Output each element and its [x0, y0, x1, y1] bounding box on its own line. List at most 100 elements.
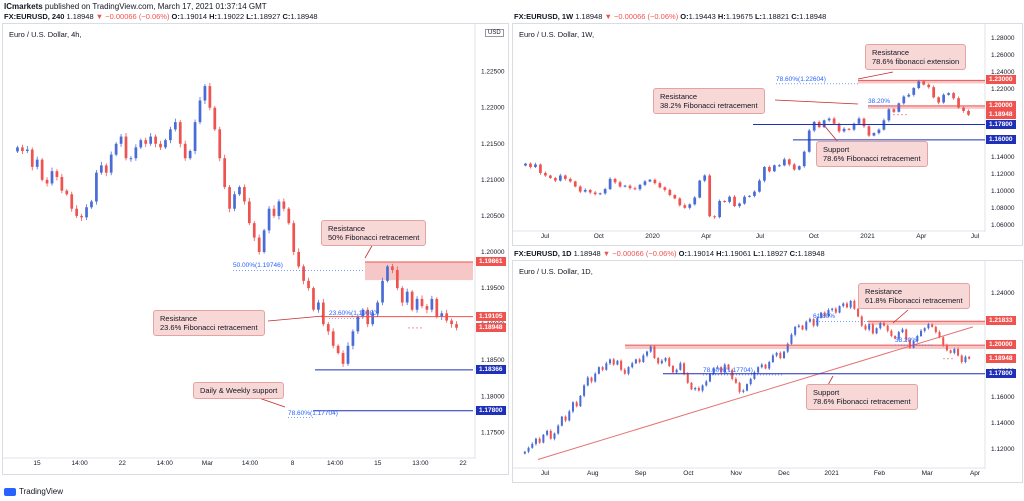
y-tick-label: 1.18000	[481, 393, 505, 400]
candle-body	[193, 122, 197, 151]
footer-brand[interactable]: TradingView	[4, 487, 63, 496]
x-tick-label: Jul	[971, 233, 980, 240]
candle-body	[331, 331, 335, 346]
candle-body	[544, 172, 547, 176]
y-tick-label: 1.26000	[991, 52, 1015, 59]
candle-body	[952, 93, 955, 99]
resistance-zone	[858, 80, 985, 84]
candle-body	[743, 196, 746, 204]
candle-body	[440, 313, 444, 317]
candle-body	[90, 201, 93, 208]
y-tick-label: 1.06000	[991, 222, 1015, 229]
annotation-note: Support 78.6% Fibonacci retracement	[806, 384, 918, 410]
candle-body	[745, 384, 749, 391]
candle-body	[534, 438, 537, 444]
candle-body	[70, 194, 74, 209]
candle-body	[864, 325, 867, 330]
chart-panel-1d[interactable]: Euro / U.S. Dollar, 1D, 1.240001.220001.…	[512, 260, 1023, 483]
candle-body	[608, 178, 612, 190]
candle-body	[228, 187, 231, 209]
fib-label: 50.00%(1.19746)	[233, 262, 283, 270]
low-key: L:	[246, 12, 254, 21]
close-value: 1.18948	[797, 249, 825, 258]
candle-body	[395, 270, 399, 289]
candle-body	[30, 149, 34, 167]
candle-body	[694, 388, 697, 390]
annotation-arrow	[267, 315, 324, 322]
candle-body	[790, 334, 793, 344]
candle-body	[877, 129, 881, 134]
last-price: 1.18948	[573, 249, 603, 258]
candle-body	[834, 308, 837, 313]
candle-body	[646, 351, 649, 356]
open-key: O:	[680, 12, 689, 21]
candle-body	[964, 356, 967, 362]
y-tick-label: 1.22000	[991, 86, 1015, 93]
y-tick-label: 1.10000	[991, 188, 1015, 195]
candle-body	[713, 216, 717, 218]
candle-body	[317, 302, 320, 310]
candle-body	[326, 324, 330, 332]
candle-body	[879, 323, 882, 329]
candle-body	[257, 237, 261, 252]
candle-body	[802, 151, 806, 167]
candle-body	[683, 205, 687, 208]
candle-body	[623, 185, 627, 187]
candle-body	[827, 118, 831, 121]
price-tag-price: 1.18948	[986, 109, 1016, 119]
candle-body	[356, 316, 360, 332]
candle-body	[942, 94, 945, 103]
x-tick-label: Mar	[922, 470, 934, 477]
resistance-zone	[625, 345, 985, 349]
candle-body	[852, 123, 856, 130]
chart-title: Euro / U.S. Dollar, 4h,	[9, 30, 82, 39]
high-key: H:	[209, 12, 218, 21]
candle-body	[653, 346, 656, 359]
publisher-name: ICmarkets	[4, 2, 43, 11]
candle-body	[697, 388, 700, 391]
fib-label: 38.20%	[868, 97, 891, 105]
chart-panel-1w[interactable]: Euro / U.S. Dollar, 1W, 1.28000 1.26000 1.…	[512, 23, 1023, 246]
open-value: 1.19014	[686, 249, 717, 258]
candle-body	[922, 81, 926, 85]
y-tick-label: 1.08000	[991, 205, 1015, 212]
candle-body	[768, 167, 771, 172]
high-value: 1.19022	[217, 12, 247, 21]
currency-badge[interactable]: USD	[485, 29, 504, 37]
x-tick-label: 2021	[824, 470, 839, 477]
chart-svg-4h: 1.22500 1.22000 1.21500 1.21000 1.20500 1.200…	[3, 24, 505, 467]
y-tick-label: 1.14000	[991, 420, 1015, 427]
symbol-line-4h: FX:EURUSD, 240 1.18948 ▼ −0.00066 (−0.06…	[4, 12, 318, 21]
candle-body	[853, 300, 856, 309]
candle-body	[733, 196, 736, 207]
candle-body	[149, 136, 153, 144]
open-value: 1.19443	[688, 12, 718, 21]
candle-body	[435, 298, 439, 317]
x-tick-label: Jul	[541, 470, 550, 477]
candle-body	[75, 208, 79, 216]
candle-body	[967, 110, 970, 115]
candle-body	[361, 309, 365, 317]
x-tick-label: 14:00	[157, 460, 174, 467]
x-tick-label: 8	[291, 460, 295, 467]
price-change: ▼ −0.00066 (−0.06%)	[95, 12, 172, 21]
candle-body	[620, 360, 623, 370]
x-tick-label: Jul	[756, 233, 765, 240]
candle-body	[553, 433, 556, 439]
price-tag-support: 1.17800	[476, 405, 506, 415]
candle-body	[962, 107, 965, 111]
candle-body	[277, 201, 281, 216]
low-key: L:	[753, 249, 761, 258]
candle-body	[897, 103, 901, 112]
candle-body	[890, 330, 893, 336]
y-tick-label: 1.24000	[991, 69, 1015, 76]
candle-body	[827, 310, 830, 317]
candle-body	[129, 158, 133, 160]
chart-panel-4h[interactable]: Euro / U.S. Dollar, 4h, USD 1.22500 1.220…	[2, 23, 509, 475]
annotation-line-1: Resistance	[160, 314, 198, 323]
candle-body	[164, 140, 167, 148]
price-tag-support: 1.17800	[986, 368, 1016, 378]
high-value: 1.19061	[724, 249, 754, 258]
candle-body	[80, 215, 83, 218]
x-tick-label: Nov	[730, 470, 742, 477]
